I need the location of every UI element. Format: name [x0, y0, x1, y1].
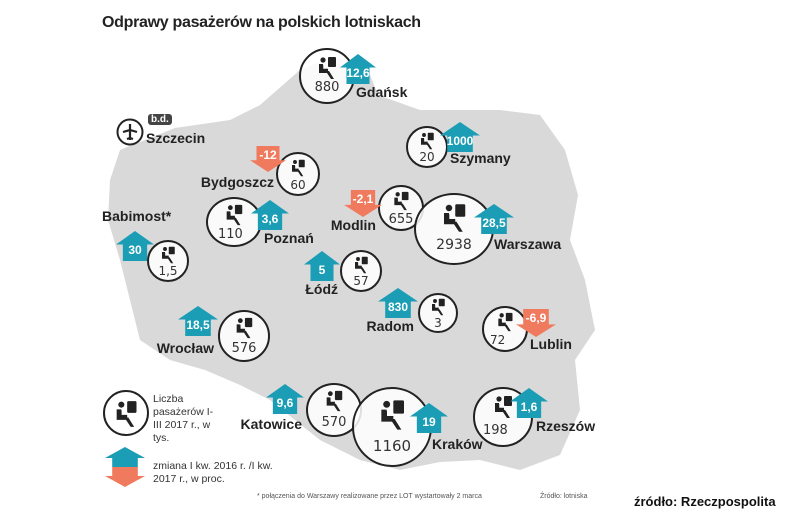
passengers-value: 1,5	[158, 264, 178, 278]
airport-lodz-circle: 57	[340, 250, 382, 292]
airport-label-gdansk: Gdańsk	[356, 84, 408, 100]
airport-label-lublin: Lublin	[530, 336, 572, 352]
airport-label-wroclaw: Wrocław	[156, 340, 214, 356]
legend-change-text: zmiana I kw. 2016 r. /I kw. 2017 r., w p…	[153, 460, 273, 485]
legend-passengers-text: Liczba pasażerów I-III 2017 r., w tys.	[153, 393, 214, 444]
passengers-value: 570	[321, 415, 347, 430]
passengers-value: 1160	[372, 437, 412, 455]
passengers-value: 198	[483, 423, 508, 438]
inner-source: Źródło: lotniska	[540, 493, 588, 500]
passengers-value: 2938	[436, 237, 472, 253]
passengers-value: 880	[314, 80, 340, 95]
passengers-value: 655	[388, 212, 414, 227]
airplane-icon	[116, 118, 144, 146]
passengers-value: 57	[353, 274, 369, 288]
airport-label-radom: Radom	[366, 318, 414, 334]
airport-radom-circle: 3	[418, 293, 458, 333]
airport-label-szymany: Szymany	[450, 150, 511, 166]
airport-babimost-circle: 1,5	[147, 240, 189, 282]
passengers-value: 576	[231, 341, 257, 356]
airport-katowice-circle: 570	[306, 383, 362, 437]
passengers-value: 60	[290, 178, 306, 192]
airport-label-warszawa: Warszawa	[494, 236, 562, 252]
airport-label-modlin: Modlin	[330, 217, 376, 233]
airport-lublin-circle: 72	[482, 306, 528, 352]
airport-label-szczecin: Szczecin	[146, 130, 206, 146]
footnote: * połączenia do Warszawy realizowane prz…	[257, 493, 482, 500]
passengers-value: 110	[218, 227, 243, 242]
airport-label-lodz: Łódź	[305, 281, 338, 297]
airport-label-bydgoszcz: Bydgoszcz	[200, 174, 274, 190]
no-data-badge: b.d.	[148, 114, 172, 125]
airport-szymany-circle: 20	[406, 126, 448, 168]
airport-label-rzeszow: Rzeszów	[536, 418, 596, 434]
airport-warszawa-circle: 2938	[414, 193, 494, 265]
airport-poznan-circle: 110	[206, 197, 262, 247]
legend-seat-circle	[103, 390, 149, 436]
passengers-value: 20	[419, 150, 435, 164]
passengers-value: 72	[490, 333, 506, 347]
airport-label-babimost: Babimost*	[102, 208, 172, 224]
page-title: Odprawy pasażerów na polskich lotniskach	[102, 14, 421, 31]
airport-label-poznan: Poznań	[264, 230, 314, 246]
airport-label-katowice: Katowice	[240, 416, 302, 432]
passengers-value: 3	[434, 316, 442, 330]
source-credit: źródło: Rzeczpospolita	[634, 494, 776, 509]
airport-wroclaw-circle: 576	[218, 310, 270, 362]
airport-label-krakow: Kraków	[432, 436, 483, 452]
airport-bydgoszcz-circle: 60	[276, 152, 320, 196]
